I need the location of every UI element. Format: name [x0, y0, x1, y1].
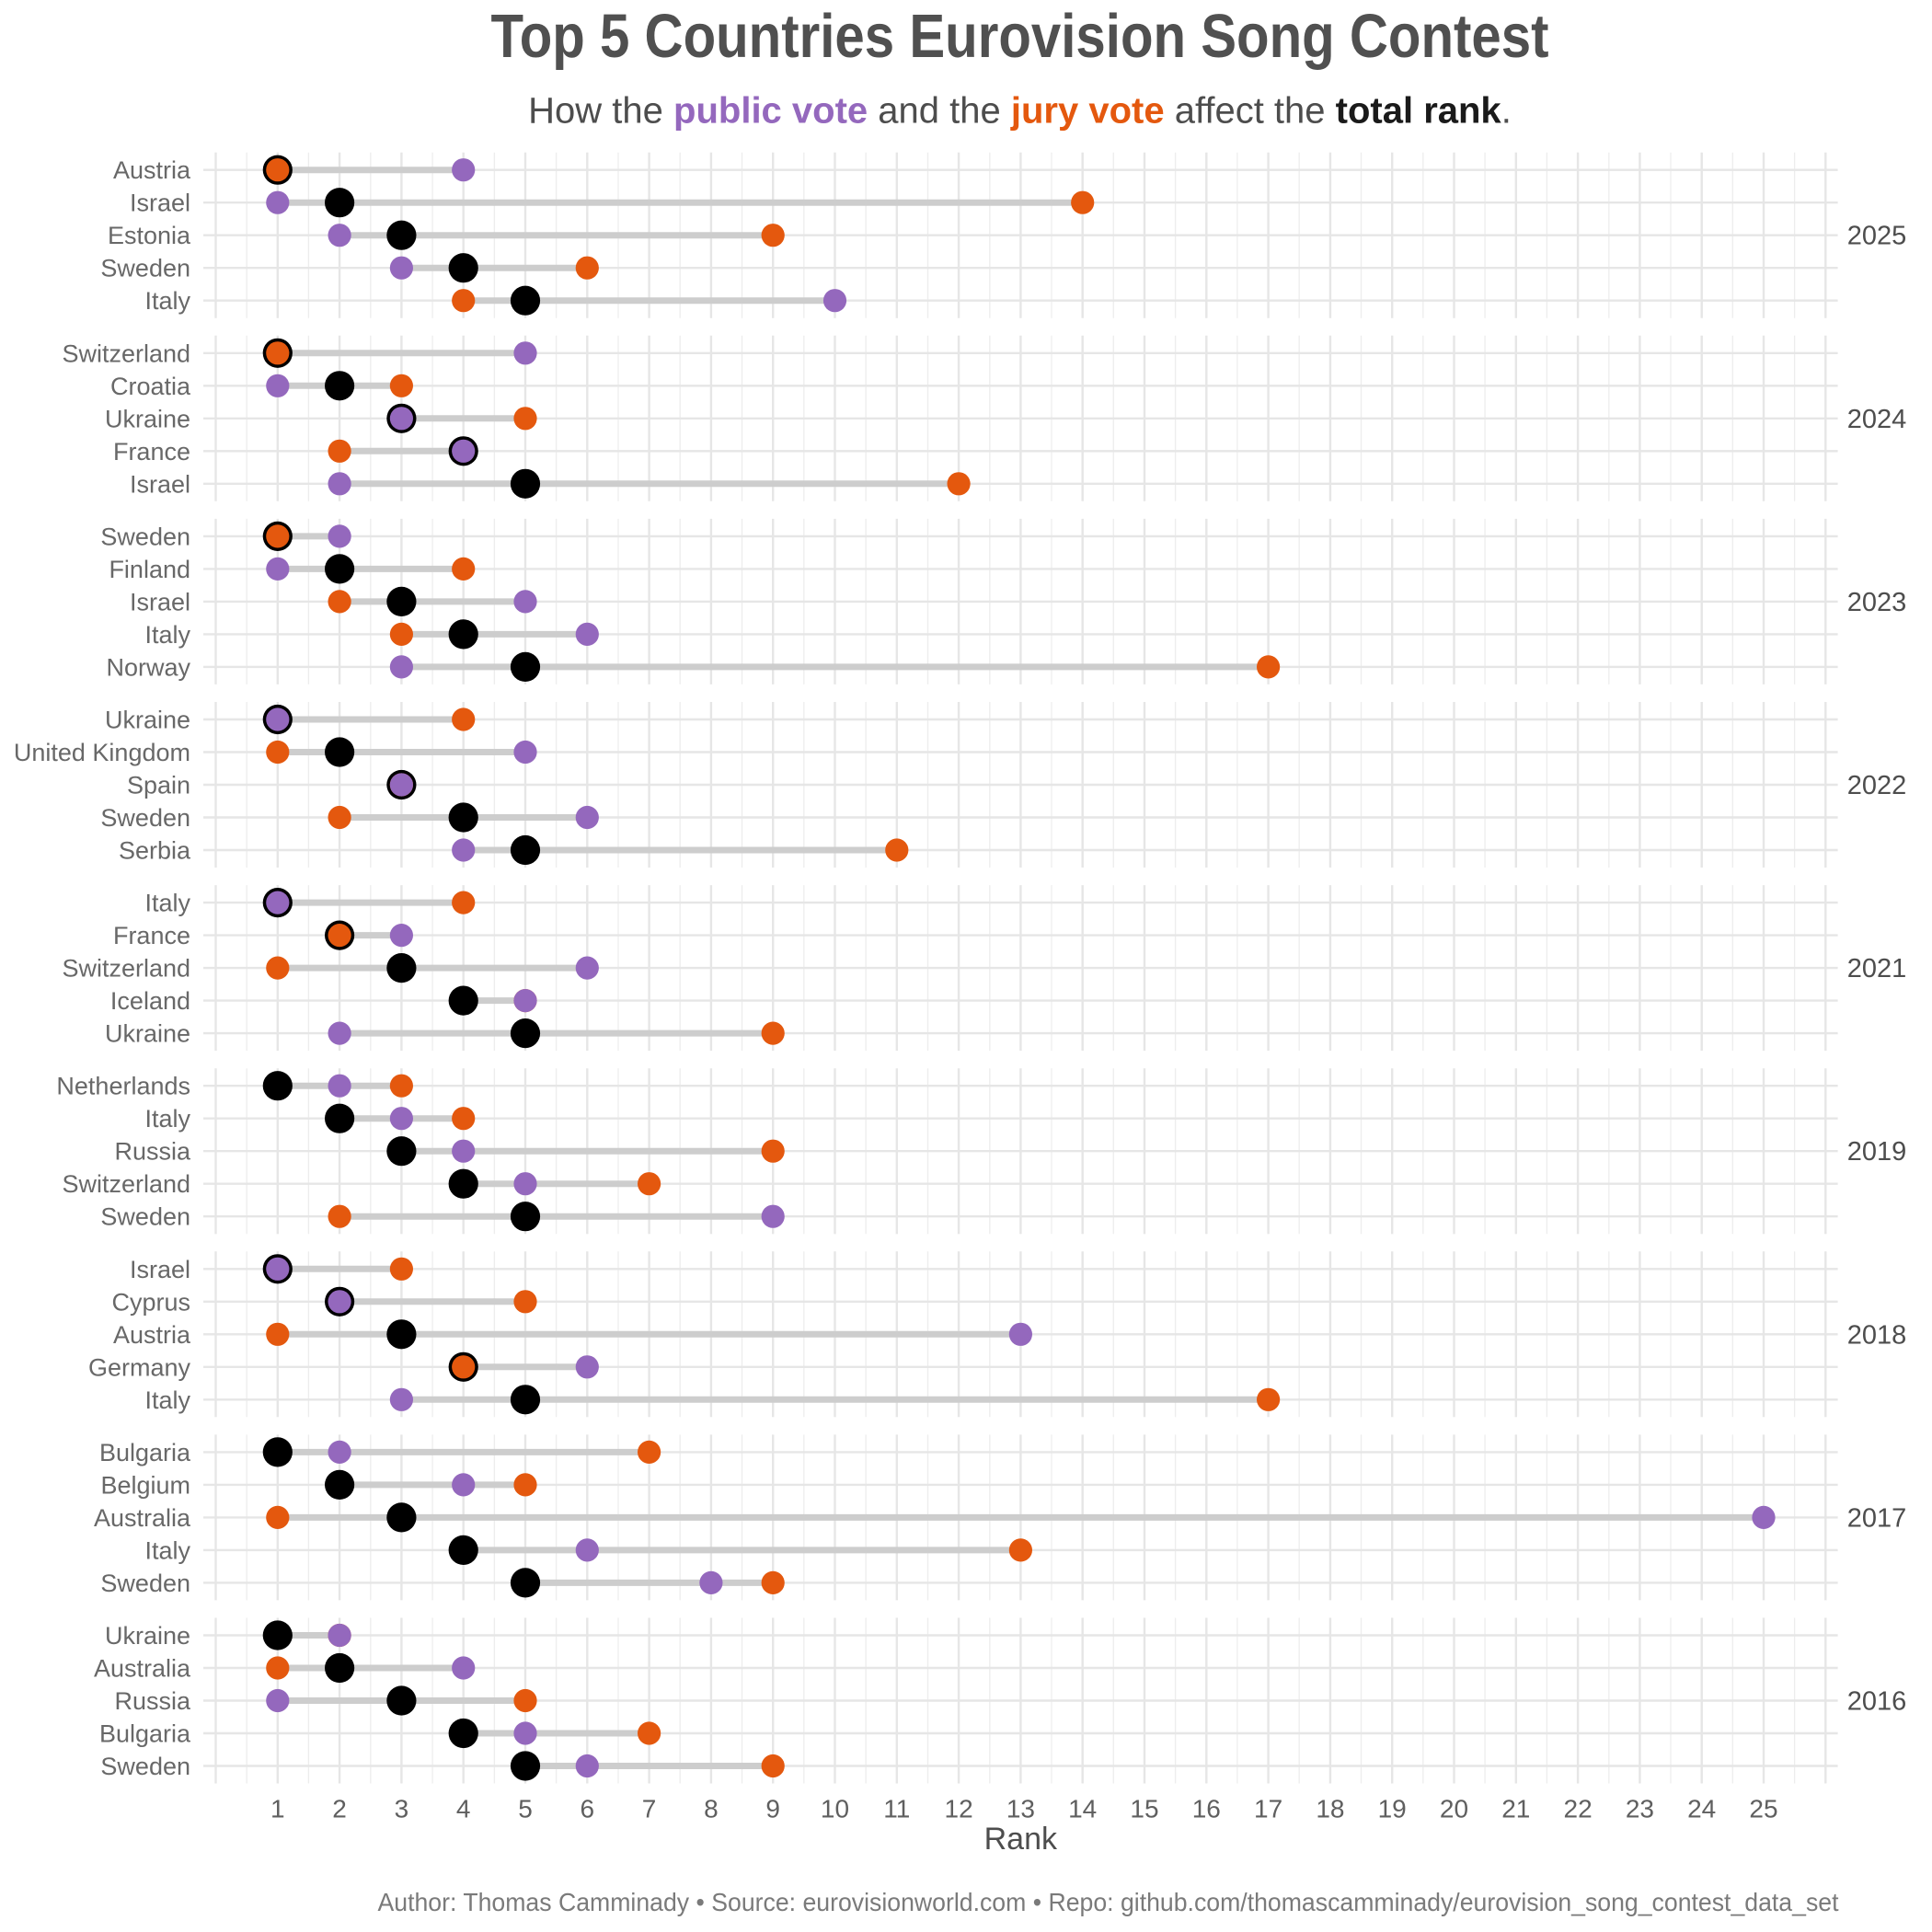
svg-text:Italy: Italy	[144, 621, 190, 649]
svg-text:Switzerland: Switzerland	[62, 339, 190, 367]
svg-text:3: 3	[395, 1795, 409, 1823]
svg-text:2023: 2023	[1847, 588, 1907, 617]
svg-text:Israel: Israel	[130, 190, 190, 217]
svg-text:Austria: Austria	[113, 1321, 191, 1349]
svg-text:Sweden: Sweden	[100, 804, 190, 832]
svg-text:15: 15	[1130, 1795, 1158, 1823]
svg-text:Serbia: Serbia	[119, 837, 191, 865]
svg-text:France: France	[113, 438, 190, 466]
svg-text:Bulgaria: Bulgaria	[99, 1439, 191, 1466]
svg-text:17: 17	[1254, 1795, 1282, 1823]
svg-text:France: France	[113, 922, 190, 949]
svg-text:5: 5	[518, 1795, 533, 1823]
svg-text:22: 22	[1564, 1795, 1593, 1823]
svg-text:Russia: Russia	[114, 1138, 191, 1166]
svg-text:Germany: Germany	[88, 1353, 191, 1381]
svg-text:Sweden: Sweden	[100, 1203, 190, 1231]
svg-text:19: 19	[1378, 1795, 1407, 1823]
svg-text:Italy: Italy	[144, 1105, 190, 1133]
svg-text:Switzerland: Switzerland	[62, 1170, 190, 1198]
svg-text:2024: 2024	[1847, 405, 1907, 434]
svg-text:2: 2	[332, 1795, 347, 1823]
svg-text:Bulgaria: Bulgaria	[99, 1720, 191, 1748]
svg-text:Italy: Italy	[144, 1536, 190, 1564]
svg-text:2021: 2021	[1847, 954, 1907, 983]
svg-text:Croatia: Croatia	[110, 373, 191, 400]
svg-text:Spain: Spain	[127, 772, 190, 799]
svg-text:Austria: Austria	[113, 156, 191, 184]
svg-text:6: 6	[581, 1795, 595, 1823]
svg-text:7: 7	[642, 1795, 657, 1823]
svg-text:4: 4	[456, 1795, 471, 1823]
svg-text:Italy: Italy	[144, 287, 190, 315]
svg-text:Italy: Italy	[144, 1386, 190, 1414]
svg-text:24: 24	[1687, 1795, 1716, 1823]
svg-text:Australia: Australia	[94, 1504, 191, 1532]
svg-text:Estonia: Estonia	[108, 222, 191, 249]
svg-text:Sweden: Sweden	[100, 1570, 190, 1597]
svg-text:10: 10	[821, 1795, 849, 1823]
svg-text:11: 11	[883, 1795, 910, 1823]
svg-text:Sweden: Sweden	[100, 1753, 190, 1780]
svg-text:14: 14	[1068, 1795, 1097, 1823]
svg-text:Ukraine: Ukraine	[105, 405, 190, 432]
svg-text:13: 13	[1006, 1795, 1035, 1823]
svg-text:21: 21	[1501, 1795, 1530, 1823]
svg-text:18: 18	[1316, 1795, 1344, 1823]
svg-text:Israel: Israel	[130, 588, 190, 615]
svg-text:Top 5 Countries Eurovision Son: Top 5 Countries Eurovision Song Contest	[491, 2, 1549, 71]
svg-text:16: 16	[1192, 1795, 1221, 1823]
svg-text:Italy: Italy	[144, 890, 190, 917]
svg-text:2016: 2016	[1847, 1687, 1907, 1717]
svg-text:Israel: Israel	[130, 1256, 190, 1283]
svg-text:2022: 2022	[1847, 771, 1907, 800]
svg-text:Belgium: Belgium	[100, 1471, 190, 1499]
svg-text:Author: Thomas Camminady • Sou: Author: Thomas Camminady • Source: eurov…	[378, 1888, 1839, 1916]
svg-text:How the public vote and the ju: How the public vote and the jury vote af…	[528, 91, 1512, 132]
svg-text:Rank: Rank	[984, 1822, 1058, 1857]
svg-text:20: 20	[1440, 1795, 1468, 1823]
svg-text:25: 25	[1749, 1795, 1777, 1823]
svg-text:2017: 2017	[1847, 1503, 1907, 1533]
svg-text:Russia: Russia	[114, 1687, 191, 1715]
svg-text:Ukraine: Ukraine	[105, 707, 190, 734]
svg-text:Cyprus: Cyprus	[111, 1288, 190, 1316]
svg-text:12: 12	[945, 1795, 973, 1823]
svg-text:Sweden: Sweden	[100, 255, 190, 282]
svg-text:2018: 2018	[1847, 1320, 1907, 1350]
svg-text:Australia: Australia	[94, 1655, 191, 1683]
svg-text:23: 23	[1626, 1795, 1654, 1823]
svg-text:Ukraine: Ukraine	[105, 1020, 190, 1048]
svg-text:Norway: Norway	[106, 653, 190, 681]
svg-text:2019: 2019	[1847, 1137, 1907, 1167]
svg-text:Ukraine: Ukraine	[105, 1622, 190, 1650]
svg-text:1: 1	[270, 1795, 285, 1823]
svg-text:8: 8	[704, 1795, 719, 1823]
svg-text:Switzerland: Switzerland	[62, 955, 190, 983]
svg-text:Iceland: Iceland	[110, 987, 190, 1015]
svg-text:2025: 2025	[1847, 222, 1907, 251]
svg-text:9: 9	[765, 1795, 780, 1823]
svg-text:Sweden: Sweden	[100, 523, 190, 550]
svg-text:Israel: Israel	[130, 470, 190, 498]
svg-text:Finland: Finland	[109, 556, 190, 583]
svg-text:United Kingdom: United Kingdom	[14, 739, 190, 766]
svg-text:Netherlands: Netherlands	[56, 1073, 190, 1100]
